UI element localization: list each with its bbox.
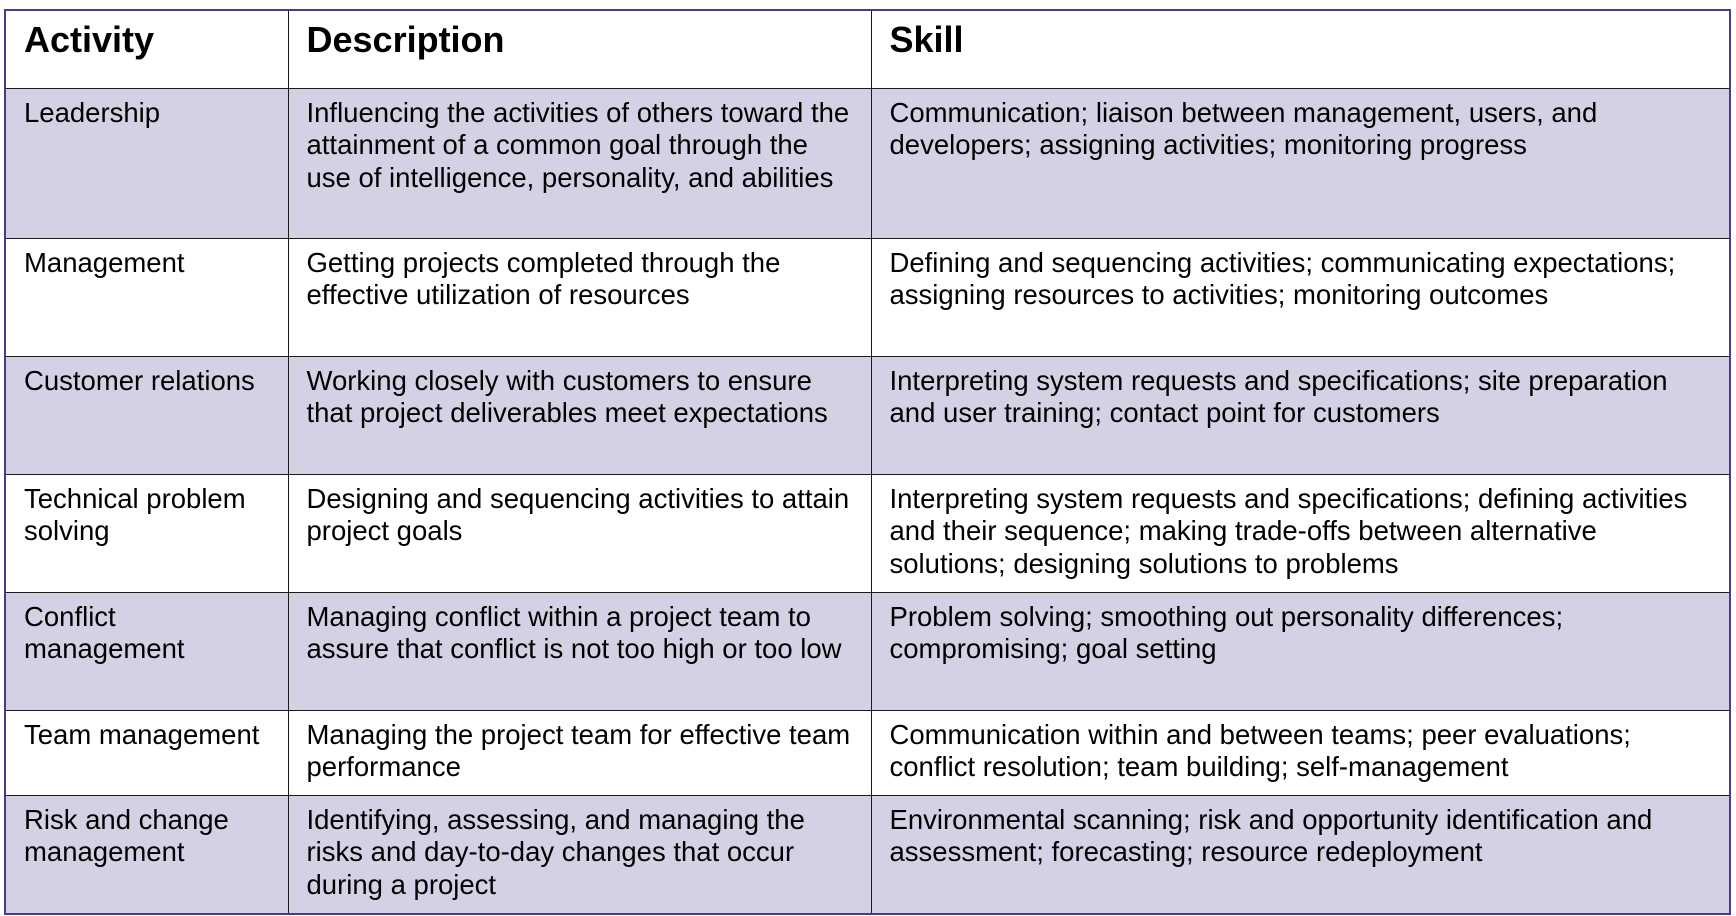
activity-cell: Team management (6, 709, 289, 796)
table-row: Technical problem solving Designing and … (6, 473, 1729, 593)
description-cell: Getting projects completed through the e… (287, 237, 872, 357)
description-cell: Managing conflict within a project team … (287, 591, 872, 711)
skill-cell: Problem solving; smoothing out personali… (870, 591, 1729, 711)
table-row: Conflict management Managing conflict wi… (6, 591, 1729, 711)
skill-cell: Defining and sequencing activities; comm… (870, 237, 1729, 357)
column-header-skill: Skill (870, 11, 1729, 89)
skill-cell: Environmental scanning; risk and opportu… (870, 794, 1729, 913)
description-cell: Influencing the activities of others tow… (287, 87, 872, 239)
description-cell: Managing the project team for effective … (287, 709, 872, 796)
skill-cell: Communication; liaison between managemen… (870, 87, 1729, 239)
activity-cell: Leadership (6, 87, 289, 239)
activity-cell: Management (6, 237, 289, 357)
description-cell: Identifying, assessing, and managing the… (287, 794, 872, 913)
skill-cell: Interpreting system requests and specifi… (870, 473, 1729, 593)
activity-cell: Customer relations (6, 355, 289, 475)
table-row: Customer relations Working closely with … (6, 355, 1729, 475)
activity-cell: Conflict management (6, 591, 289, 711)
table-row: Leadership Influencing the activities of… (6, 87, 1729, 239)
table-row: Management Getting projects completed th… (6, 237, 1729, 357)
activity-cell: Risk and change management (6, 794, 289, 913)
skill-cell: Interpreting system requests and specifi… (870, 355, 1729, 475)
table-header-row: Activity Description Skill (6, 11, 1729, 89)
table-row: Team management Managing the project tea… (6, 709, 1729, 796)
description-cell: Working closely with customers to ensure… (287, 355, 872, 475)
activity-cell: Technical problem solving (6, 473, 289, 593)
column-header-description: Description (287, 11, 872, 89)
table-row: Risk and change management Identifying, … (6, 794, 1729, 913)
description-cell: Designing and sequencing activities to a… (287, 473, 872, 593)
skills-table-container: Activity Description Skill Leadership In… (4, 9, 1731, 915)
column-header-activity: Activity (6, 11, 289, 89)
skills-table: Activity Description Skill Leadership In… (6, 11, 1729, 913)
skill-cell: Communication within and between teams; … (870, 709, 1729, 796)
